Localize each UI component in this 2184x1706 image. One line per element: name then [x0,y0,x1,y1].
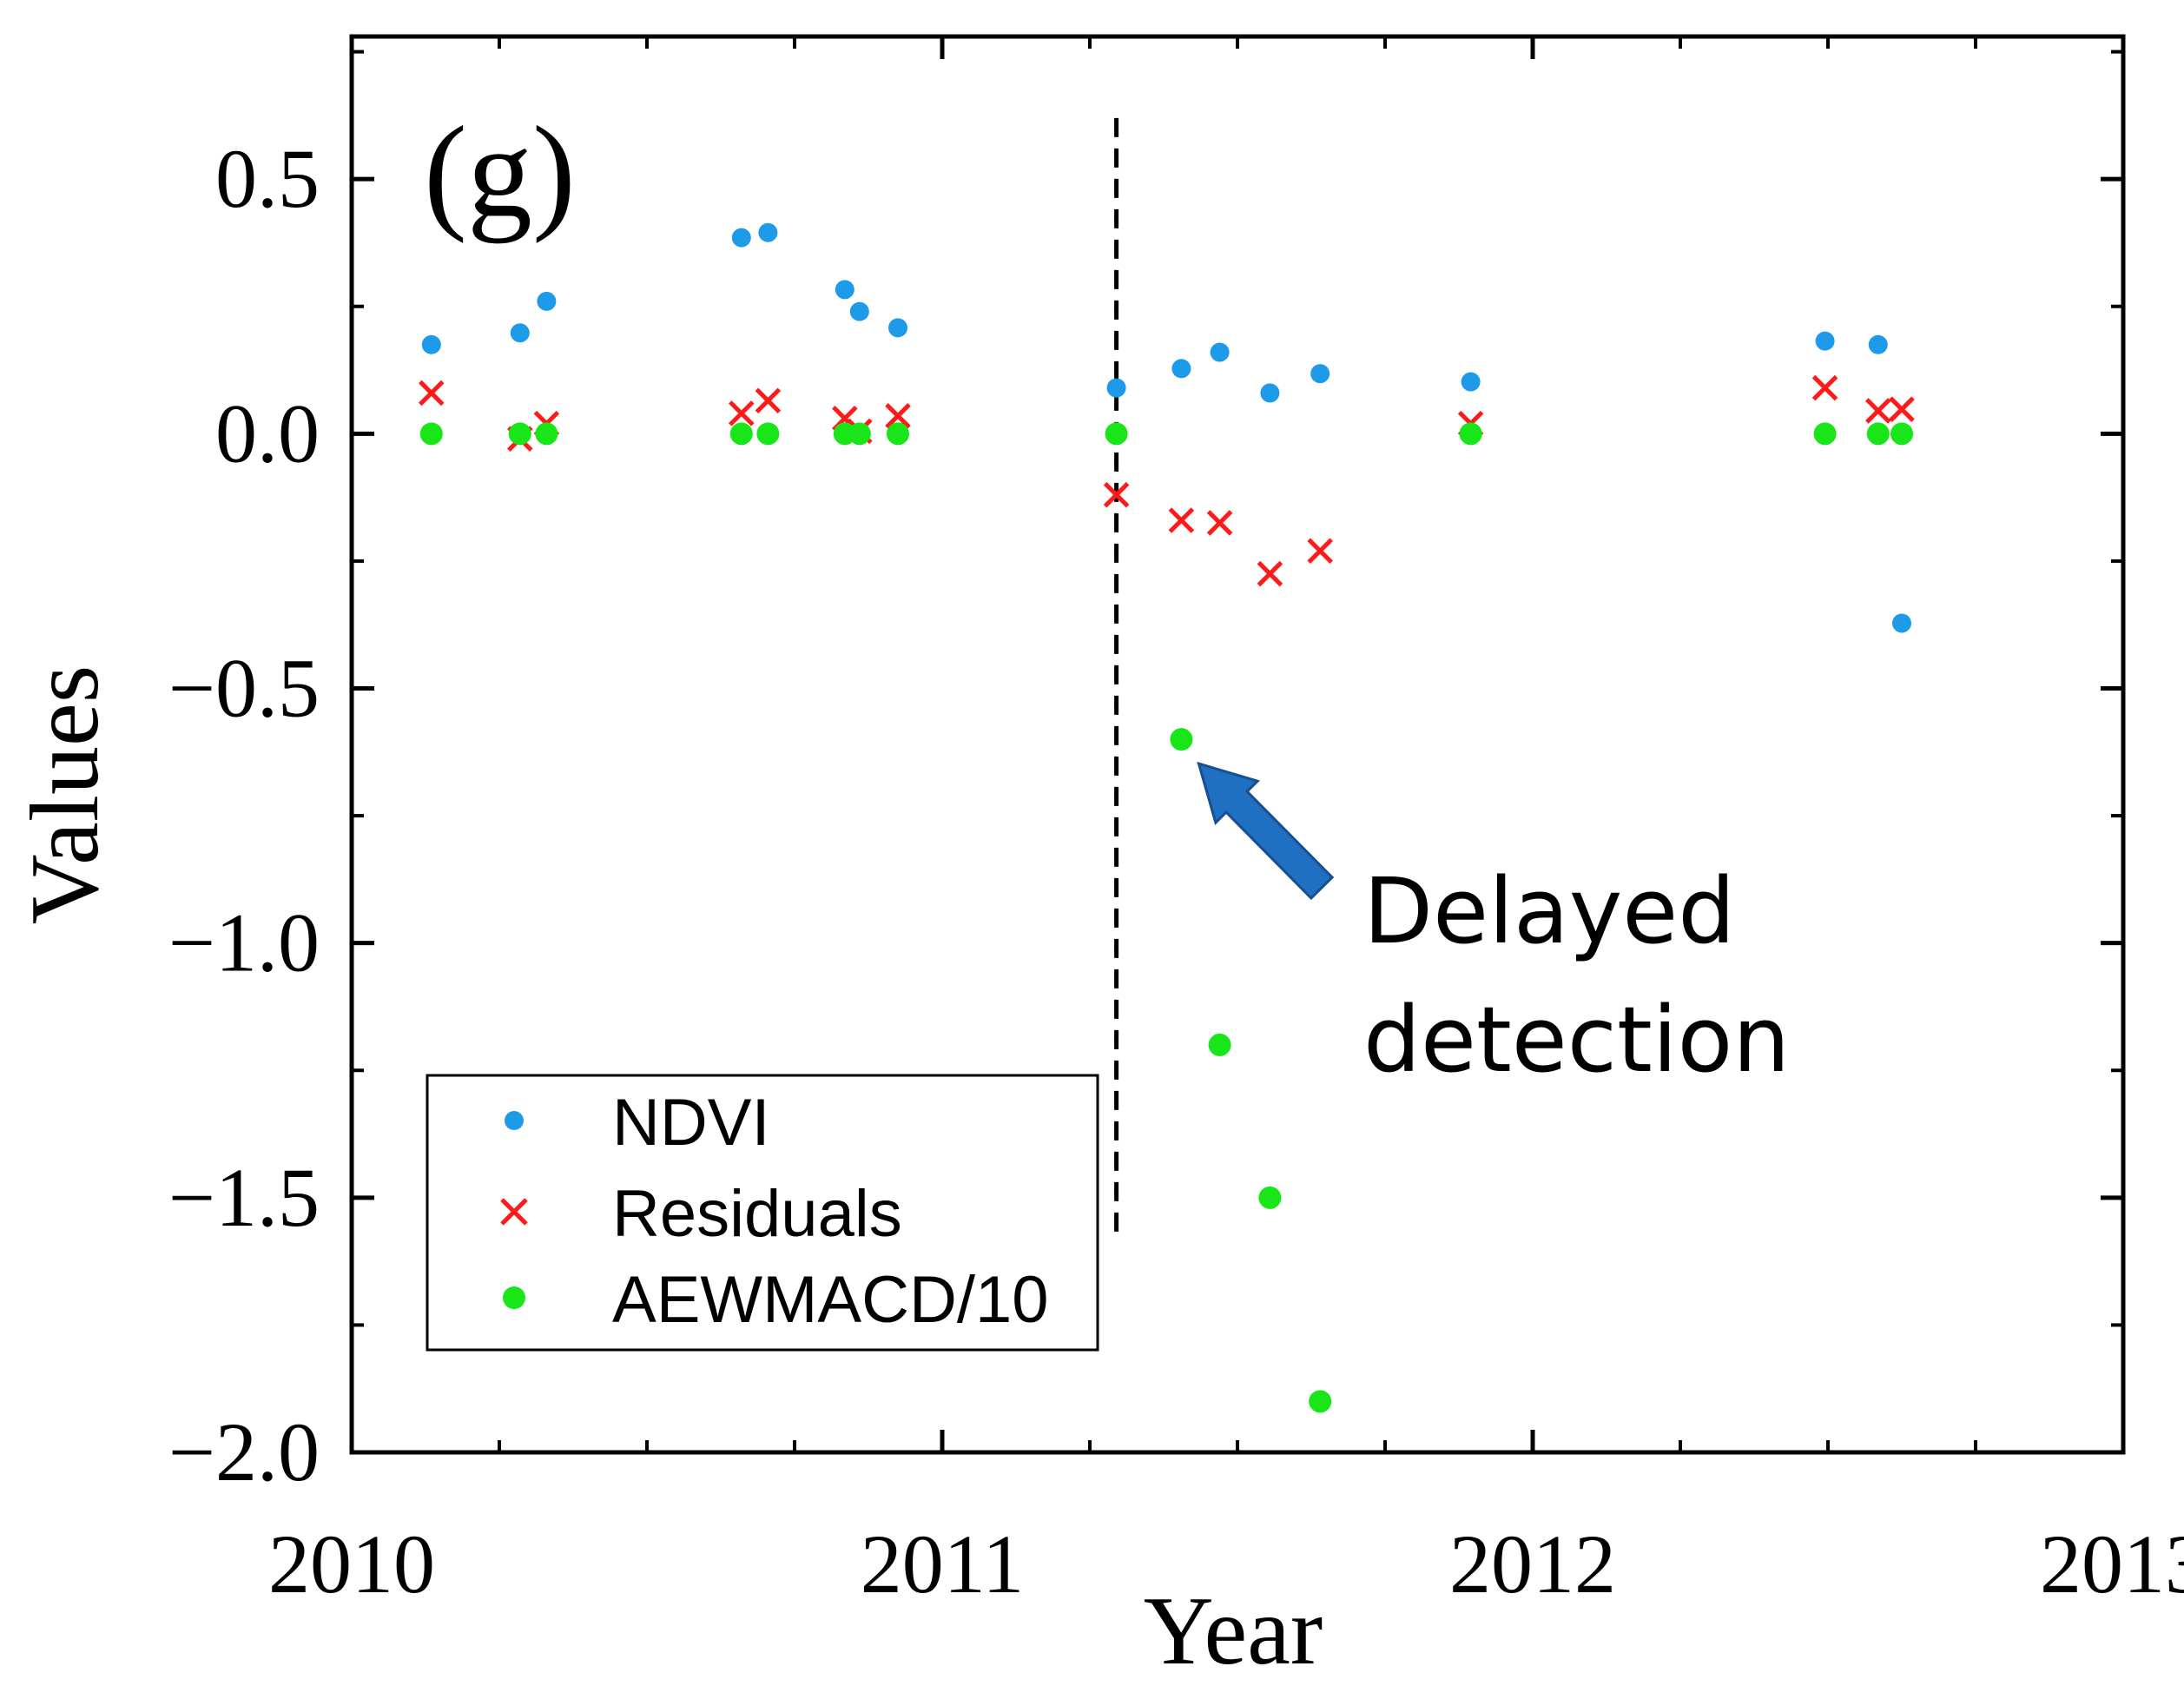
y-tick-label: −0.5 [168,642,320,735]
point-ndvi [421,334,441,354]
y-tick-label: 0.0 [215,387,320,479]
legend: NDVI Residuals AEWMACD/10 [426,1074,1099,1352]
point-ndvi [1868,334,1888,354]
legend-label-ndvi: NDVI [612,1086,770,1160]
annotation-arrow [1197,761,1335,901]
point-aewmacd-10 [729,422,753,446]
x-tick-label: 2011 [861,1518,1024,1610]
y-tick-label: −1.5 [168,1151,320,1244]
point-ndvi [888,318,907,338]
point-residuals [1811,374,1838,401]
point-aewmacd-10 [1459,422,1482,446]
y-tick-label: 0.5 [215,132,320,225]
y-tick-label: −1.0 [168,896,320,989]
axes: 2010 2011 2012 2013 0.5 0.0 −0.5 −1.0 −1.5 −2.0 [168,34,2184,1610]
point-ndvi [731,228,751,248]
point-aewmacd-10 [1258,1186,1282,1209]
annotation-delayed-detection: Delayed detection [1197,761,1790,1093]
point-ndvi [510,323,530,343]
legend-box [426,1074,1099,1352]
point-ndvi [1461,372,1481,392]
x-tick-label: 2012 [1449,1518,1616,1610]
point-residuals [1103,481,1130,508]
point-aewmacd-10 [1813,422,1837,446]
point-aewmacd-10 [419,422,443,446]
point-ndvi [1171,359,1191,379]
point-residuals [1168,507,1195,533]
point-ndvi [1310,364,1330,384]
point-ndvi [1210,342,1230,362]
legend-marker-ndvi [505,1111,524,1130]
point-residuals [755,387,782,413]
annotation-text-line-2: detection [1363,987,1790,1093]
point-aewmacd-10 [1866,422,1890,446]
point-ndvi [537,291,557,311]
point-aewmacd-10 [756,422,780,446]
point-aewmacd-10 [1208,1033,1231,1056]
panel-label: (g) [424,100,576,244]
point-residuals [419,380,445,407]
ticks [349,36,2126,1455]
point-aewmacd-10 [1890,422,1913,446]
point-residuals [1206,510,1233,536]
point-ndvi [758,222,778,242]
point-residuals [885,403,911,429]
point-aewmacd-10 [848,422,871,446]
point-residuals [729,400,755,426]
legend-label-residuals: Residuals [612,1177,902,1251]
point-aewmacd-10 [1105,422,1128,446]
x-tick-label: 2013 [2040,1518,2184,1610]
legend-marker-residuals [500,1198,528,1226]
point-residuals [1307,538,1333,564]
point-ndvi [849,301,869,321]
x-axis-title: Year [1144,1577,1323,1685]
point-aewmacd-10 [1309,1390,1332,1413]
point-ndvi [835,280,854,300]
point-ndvi [1892,613,1911,633]
point-ndvi [1106,378,1126,398]
point-aewmacd-10 [535,422,558,446]
point-residuals [1889,396,1915,422]
point-residuals [1865,398,1891,424]
point-aewmacd-10 [508,422,531,446]
point-ndvi [1260,383,1280,403]
y-tick-label: −2.0 [168,1405,320,1498]
point-aewmacd-10 [887,422,909,446]
point-ndvi [1815,331,1835,351]
point-aewmacd-10 [1170,728,1193,751]
x-tick-label: 2010 [268,1518,435,1610]
legend-label-aewmacd: AEWMACD/10 [612,1263,1049,1337]
legend-marker-aewmacd [503,1286,525,1309]
tick-labels: 2010 2011 2012 2013 0.5 0.0 −0.5 −1.0 −1.5 −2.0 [168,132,2184,1610]
annotation-text-line-1: Delayed [1363,858,1735,964]
y-axis-title: Values [11,665,119,925]
data-points [419,222,1915,1413]
point-residuals [1257,560,1283,587]
